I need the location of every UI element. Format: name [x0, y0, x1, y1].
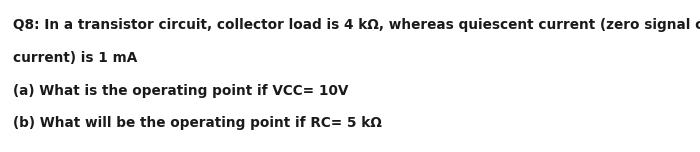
Text: (a) What is the operating point if VCC= 10V: (a) What is the operating point if VCC= … [13, 84, 348, 98]
Text: (b) What will be the operating point if RC= 5 kΩ: (b) What will be the operating point if … [13, 116, 382, 130]
Text: Q8: In a transistor circuit, collector load is 4 kΩ, whereas quiescent current (: Q8: In a transistor circuit, collector l… [13, 18, 700, 32]
Text: current) is 1 mA: current) is 1 mA [13, 51, 137, 65]
